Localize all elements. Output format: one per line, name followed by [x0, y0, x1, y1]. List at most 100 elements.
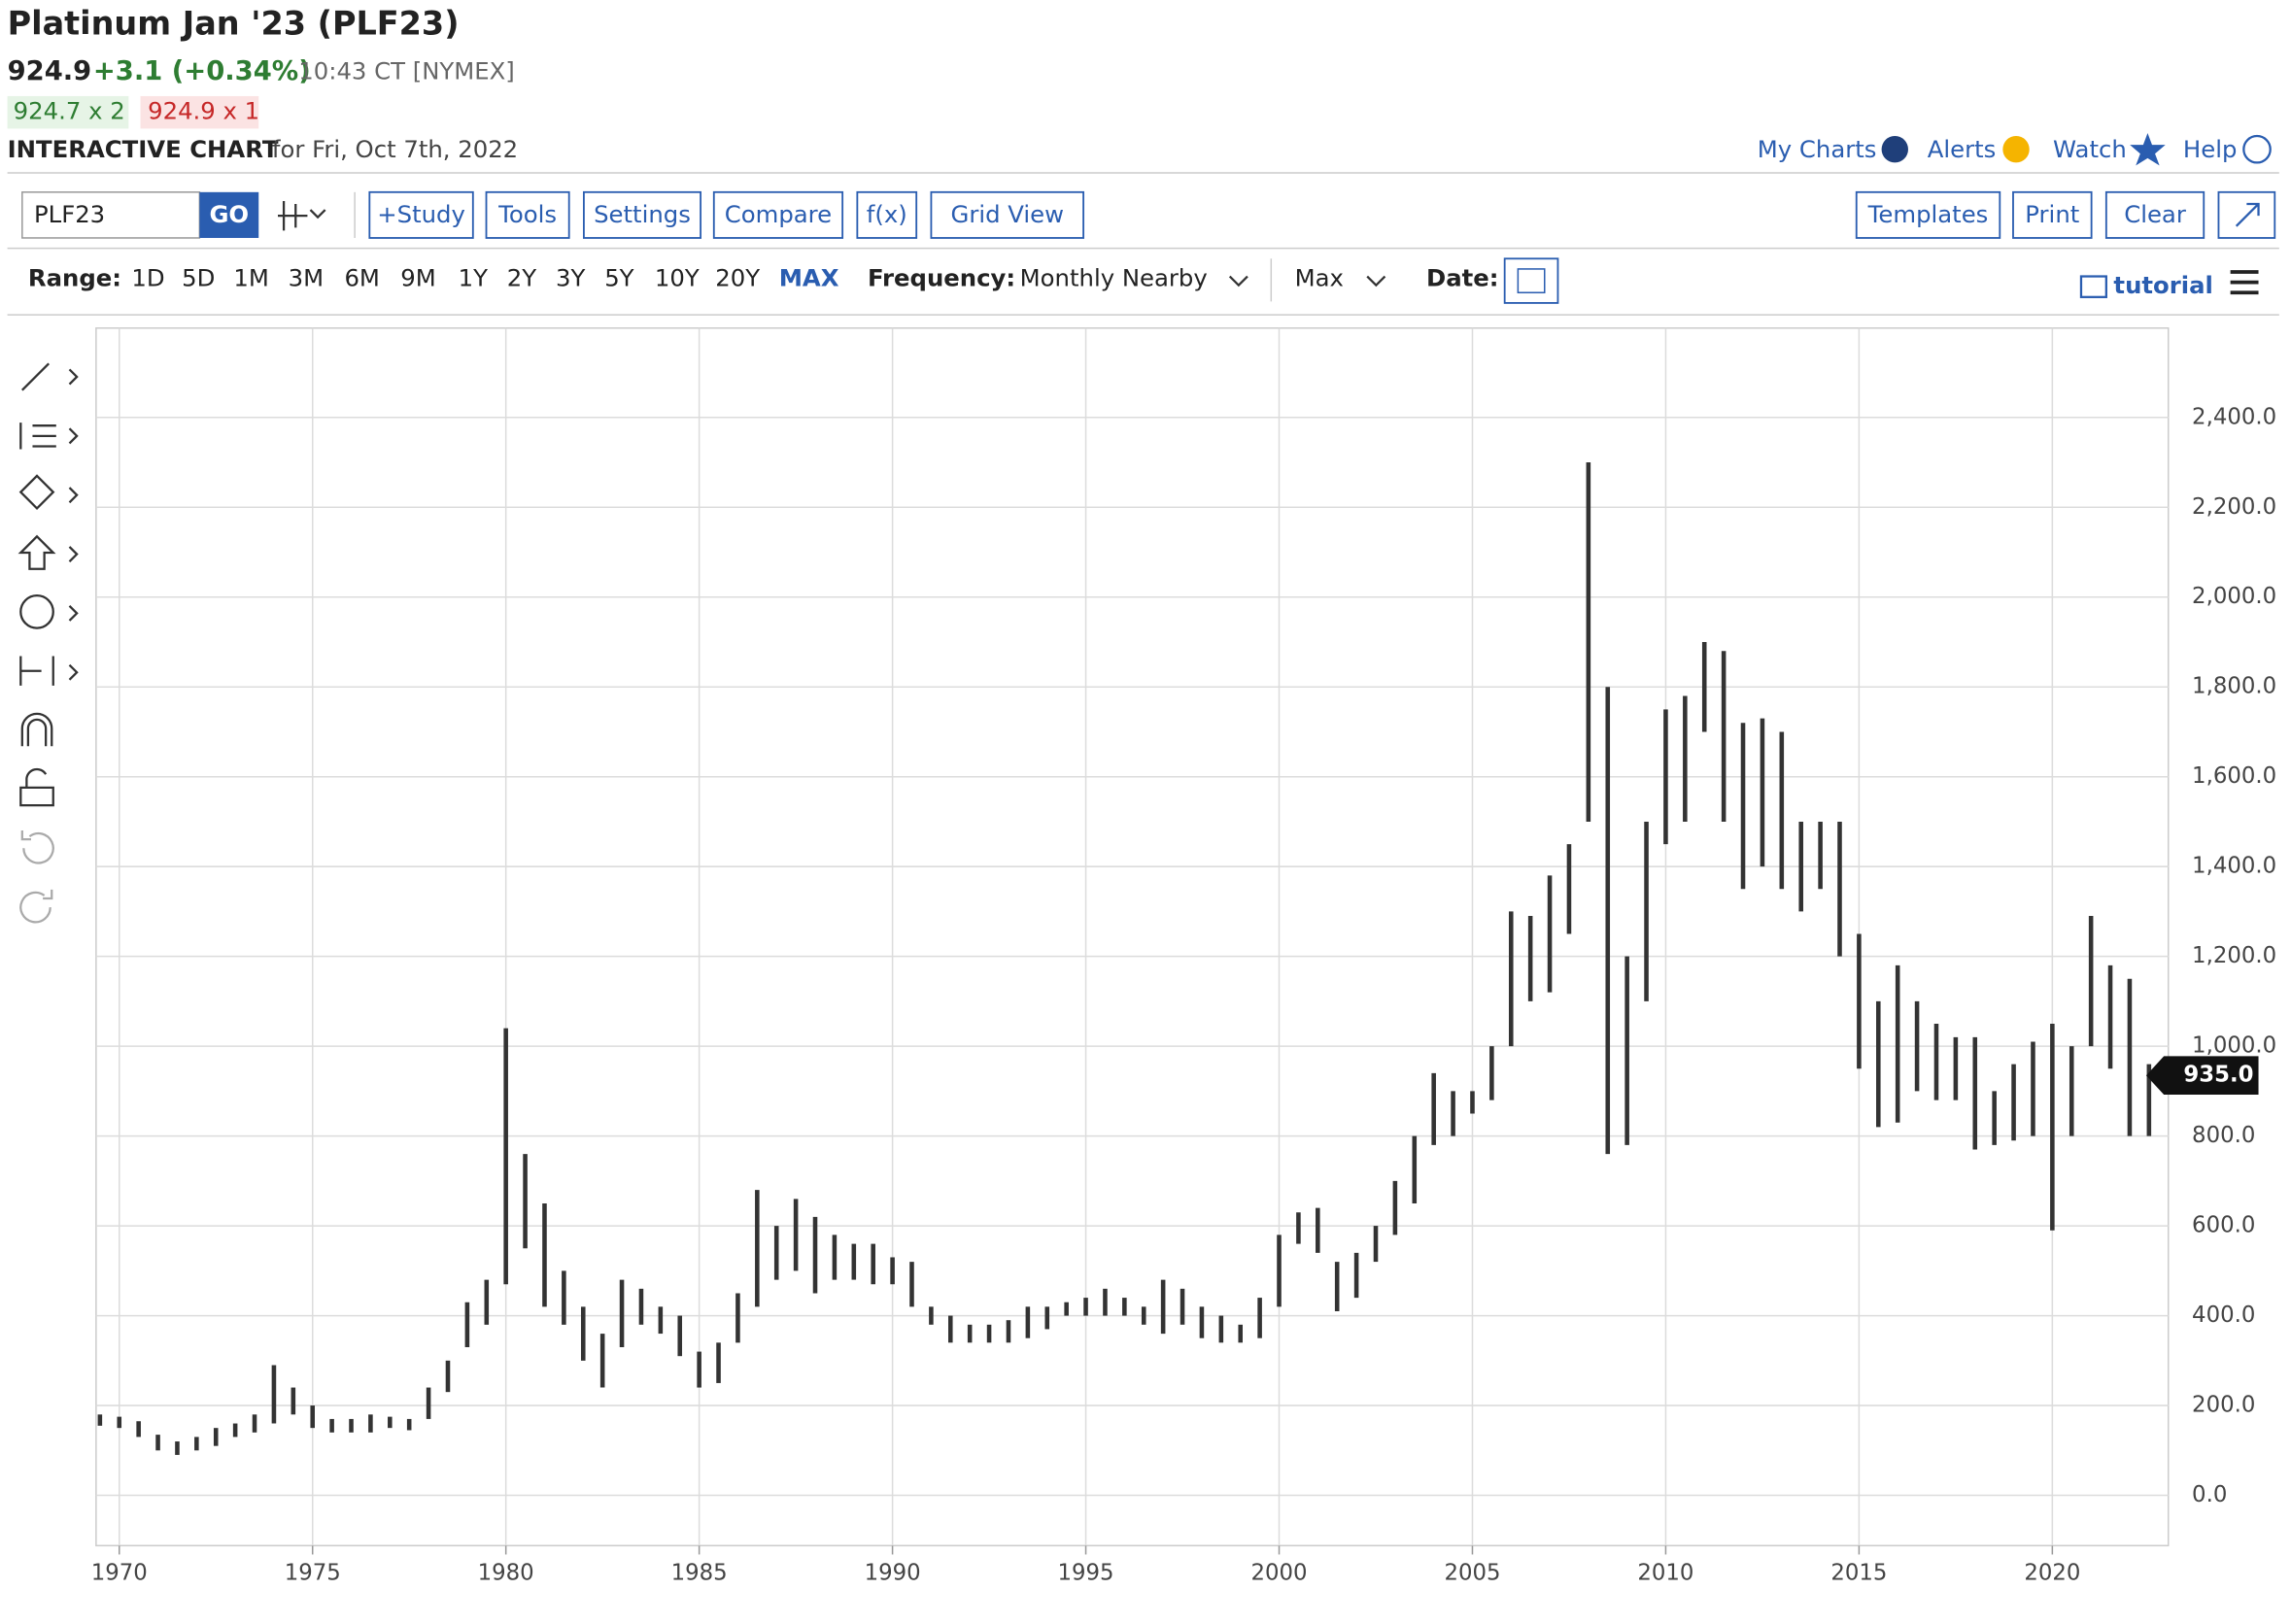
shape-tool[interactable] [18, 474, 55, 510]
date-label: Date: [1426, 264, 1498, 292]
range-option[interactable]: 2Y [507, 264, 536, 292]
button[interactable] [485, 190, 570, 239]
expand-icon[interactable] [2235, 202, 2260, 227]
ask-box [140, 95, 259, 129]
plot-frame [95, 327, 2170, 1547]
link[interactable]: My Charts [1758, 135, 1877, 163]
symbol[interactable]: PLF23 [34, 200, 105, 228]
y-tick-label: 200.0 [2192, 1393, 2255, 1418]
button-label[interactable]: Print [2025, 200, 2079, 228]
button[interactable] [1855, 190, 2001, 239]
calendar-button[interactable] [1503, 257, 1559, 304]
measure-tool[interactable] [19, 656, 54, 686]
link[interactable]: Help [2183, 135, 2237, 163]
y-tick-label: 800.0 [2192, 1123, 2255, 1148]
range-option[interactable]: 20Y [715, 264, 760, 292]
x-tick-label: 2015 [1830, 1561, 1887, 1586]
range-option[interactable]: 5D [182, 264, 215, 292]
range-option[interactable]: 1D [131, 264, 164, 292]
chevron[interactable] [1228, 275, 1248, 288]
undo[interactable] [20, 830, 54, 864]
text-tool[interactable] [19, 593, 54, 629]
range-option[interactable]: 5Y [604, 264, 633, 292]
bid-box [7, 95, 129, 129]
link[interactable]: Alerts [1928, 135, 1997, 163]
frequency[interactable]: Monthly Nearby [1020, 264, 1208, 292]
title: Platinum Jan '23 (PLF23) [8, 4, 460, 42]
x-tick-label: 1990 [865, 1561, 921, 1586]
chart-label: INTERACTIVE CHART [8, 135, 279, 163]
button-label[interactable]: Grid View [950, 200, 1064, 228]
range-option[interactable]: 1Y [459, 264, 488, 292]
go-label[interactable]: GO [209, 200, 249, 228]
y-tick-label: 1,000.0 [2192, 1033, 2276, 1059]
period[interactable]: Max [1295, 264, 1344, 292]
x-tick-label: 1985 [671, 1561, 728, 1586]
link[interactable]: Watch [2053, 135, 2127, 163]
magnet-tool[interactable] [20, 712, 53, 747]
range-option[interactable]: 9M [400, 264, 435, 292]
button-label[interactable]: Settings [594, 200, 691, 228]
price: 924.9 [8, 56, 92, 86]
time: 10:43 CT [NYMEX] [298, 57, 515, 85]
x-tick-label: 2010 [1637, 1561, 1693, 1586]
y-tick-label: 1,400.0 [2192, 854, 2276, 879]
range-option[interactable]: 3M [289, 264, 324, 292]
y-tick-label: 0.0 [2192, 1482, 2227, 1507]
range-option[interactable]: MAX [779, 264, 839, 292]
line-tool[interactable] [21, 362, 51, 391]
arrow-tool[interactable] [17, 534, 56, 570]
lock-tool[interactable] [19, 767, 54, 807]
y-tick-label: 2,400.0 [2192, 404, 2276, 429]
range-group: 1D 5D 1M 3M 6M 9M 1Y 2Y 3Y 5Y 10Y 20Y MAX [131, 264, 838, 292]
alert-icon[interactable] [2002, 136, 2030, 163]
help-icon[interactable] [2242, 134, 2272, 164]
ask: 924.9 x 1 [148, 97, 259, 125]
button-label[interactable]: Templates [1867, 200, 1989, 228]
tutorial-link[interactable]: tutorial [2113, 271, 2212, 299]
x-tick-label: 1995 [1058, 1561, 1114, 1586]
redo[interactable] [19, 889, 53, 924]
chart-type-icon[interactable] [278, 200, 308, 231]
symbol-input[interactable] [21, 191, 201, 239]
button[interactable] [856, 190, 918, 239]
x-tick-label: 1970 [91, 1561, 148, 1586]
button[interactable] [712, 190, 844, 239]
button-label[interactable]: Compare [725, 200, 832, 228]
drawing-tools [17, 362, 79, 924]
x-tick-label: 2005 [1444, 1561, 1500, 1586]
x-tick-label: 1980 [478, 1561, 534, 1586]
button[interactable] [930, 190, 1085, 239]
y-tick-label: 400.0 [2192, 1303, 2255, 1328]
x-tick-label: 2000 [1251, 1561, 1308, 1586]
range-option[interactable]: 3Y [556, 264, 585, 292]
chevron[interactable] [309, 209, 326, 220]
y-tick-label: 1,800.0 [2192, 674, 2276, 699]
change: +3.1 (+0.34%) [93, 56, 311, 86]
range-option[interactable]: 10Y [655, 264, 700, 292]
fib-tool[interactable] [19, 423, 56, 450]
y-tick-label: 1,200.0 [2192, 943, 2276, 968]
button-label[interactable]: Clear [2124, 200, 2186, 228]
go-button[interactable] [199, 191, 259, 238]
film-icon[interactable] [2079, 275, 2107, 298]
menu-icon[interactable] [2230, 270, 2259, 295]
button[interactable] [368, 190, 474, 239]
y-tick-label: 1,600.0 [2192, 763, 2276, 789]
range-option[interactable]: 1M [233, 264, 268, 292]
plot: 1970 1975 1980 1985 1990 1995 2000 2005 2010 2015… [91, 327, 2276, 1586]
chevron[interactable] [1366, 275, 1386, 288]
button-label[interactable]: f(x) [867, 200, 907, 228]
button-label[interactable]: Tools [497, 200, 557, 228]
range-option[interactable]: 6M [344, 264, 379, 292]
star-icon[interactable] [2130, 132, 2166, 166]
button[interactable] [582, 190, 702, 239]
button[interactable] [2104, 190, 2206, 239]
button-label[interactable]: +Study [377, 200, 465, 228]
plus-icon[interactable] [1881, 136, 1908, 163]
button[interactable] [2012, 190, 2093, 239]
last-price-label: 935.0 [2183, 1063, 2253, 1088]
tool-chevrons[interactable] [68, 368, 79, 681]
expand-button[interactable] [2217, 190, 2276, 239]
calendar-icon[interactable] [1517, 268, 1546, 294]
